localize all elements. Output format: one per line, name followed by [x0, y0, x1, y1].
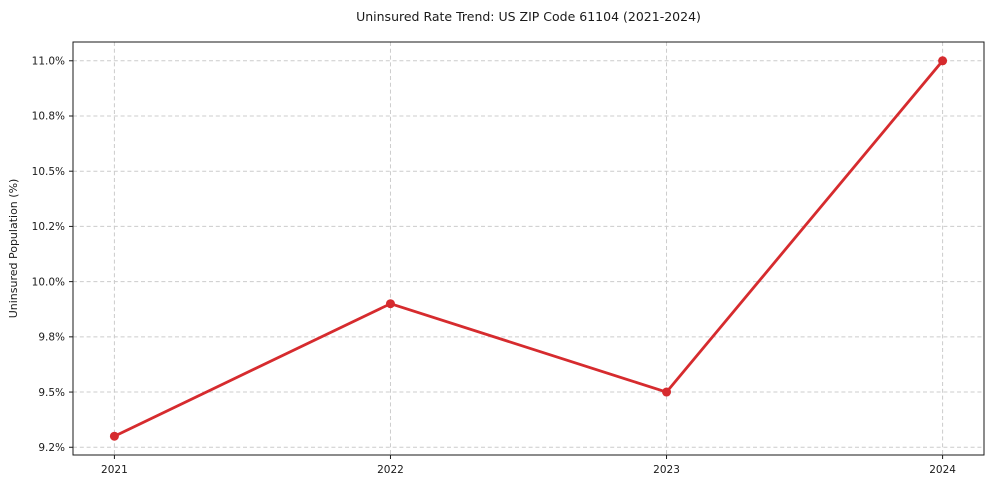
y-axis-label: Uninsured Population (%)	[7, 179, 20, 319]
y-tick-label: 9.2%	[38, 442, 65, 454]
y-tick-label: 10.2%	[32, 221, 65, 233]
x-tick-label: 2024	[929, 464, 956, 476]
y-tick-label: 11.0%	[32, 55, 65, 67]
axis-tick-labels: 9.2% 9.5% 9.8% 10.0% 10.2% 10.5% 10.8% 11.0% 202…	[32, 55, 957, 476]
y-tick-label: 9.5%	[38, 387, 65, 399]
x-tick-label: 2023	[653, 464, 680, 476]
y-tick-label: 10.0%	[32, 276, 65, 288]
gridlines	[73, 42, 984, 455]
data-series	[109, 56, 948, 441]
x-tick-label: 2021	[101, 464, 128, 476]
data-point	[938, 56, 948, 66]
plot-border	[72, 41, 985, 456]
data-point	[109, 431, 119, 441]
chart-title: Uninsured Rate Trend: US ZIP Code 61104 …	[356, 9, 701, 24]
y-tick-label: 9.8%	[38, 332, 65, 344]
x-tick-label: 2022	[377, 464, 404, 476]
axis-ticks	[69, 60, 944, 459]
data-point	[385, 299, 395, 309]
data-point	[662, 387, 672, 397]
y-tick-label: 10.5%	[32, 166, 65, 178]
trend-line	[113, 59, 944, 438]
y-tick-label: 10.8%	[32, 111, 65, 123]
